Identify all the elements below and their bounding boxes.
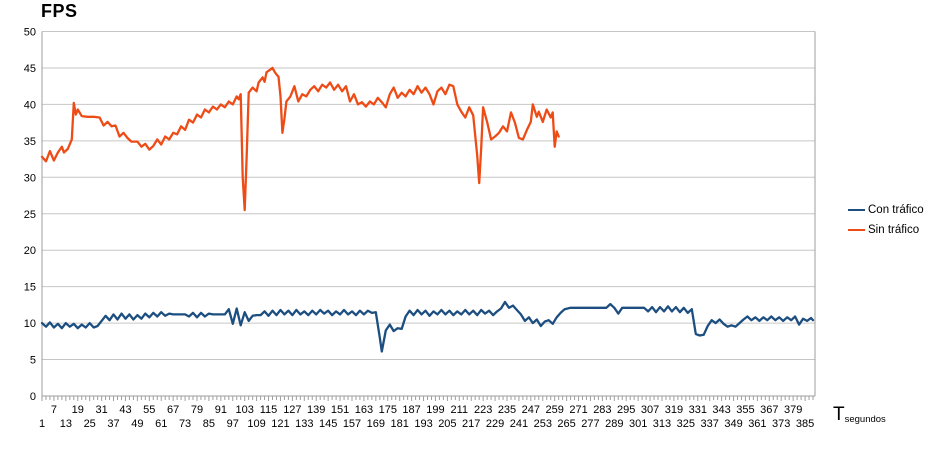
x-tick-label: 241 [510, 418, 528, 430]
x-tick-label: 43 [119, 404, 131, 416]
x-tick-label: 7 [51, 404, 57, 416]
x-tick-label: 73 [179, 418, 191, 430]
x-tick-label: 337 [701, 418, 719, 430]
x-tick-label: 79 [191, 404, 203, 416]
legend-line-sin-trafico-icon [848, 229, 865, 231]
x-tick-label: 217 [462, 418, 480, 430]
legend-line-con-trafico-icon [848, 209, 865, 211]
x-tick-label: 325 [677, 418, 695, 430]
series-line-sin-trafico [40, 66, 560, 212]
x-tick-label: 205 [438, 418, 456, 430]
y-tick-label: 10 [24, 318, 36, 330]
x-tick-label: 163 [355, 404, 373, 416]
x-tick-label: 49 [131, 418, 143, 430]
x-tick-label: 121 [271, 418, 289, 430]
x-tick-label: 169 [367, 418, 385, 430]
x-tick-label: 373 [772, 418, 790, 430]
y-tick-label: 25 [24, 209, 36, 221]
x-tick-label: 133 [295, 418, 313, 430]
x-tick-label: 25 [84, 418, 96, 430]
x-tick-label: 175 [379, 404, 397, 416]
y-tick-label: 15 [24, 282, 36, 294]
x-tick-label: 331 [689, 404, 707, 416]
x-tick-label: 319 [665, 404, 683, 416]
x-tick-label: 307 [641, 404, 659, 416]
y-tick-label: 35 [24, 136, 36, 148]
y-tick-label: 30 [24, 172, 36, 184]
x-tick-label: 277 [581, 418, 599, 430]
x-tick-label: 55 [143, 404, 155, 416]
x-tick-label: 109 [247, 418, 265, 430]
x-tick-label: 385 [796, 418, 814, 430]
x-tick-label: 343 [712, 404, 730, 416]
x-tick-label: 139 [307, 404, 325, 416]
x-tick-label: 289 [605, 418, 623, 430]
y-tick-label: 50 [24, 27, 36, 39]
x-tick-label: 67 [167, 404, 179, 416]
x-tick-label: 259 [546, 404, 564, 416]
x-tick-label: 349 [724, 418, 742, 430]
x-tick-label: 379 [784, 404, 802, 416]
x-tick-label: 127 [283, 404, 301, 416]
x-axis-title-sub: segundos [844, 414, 886, 425]
x-tick-label: 223 [474, 404, 492, 416]
y-tick-label: 45 [24, 63, 36, 75]
x-tick-label: 301 [629, 418, 647, 430]
x-tick-label: 283 [593, 404, 611, 416]
x-tick-label: 271 [569, 404, 587, 416]
x-axis-title: Tsegundos [833, 404, 886, 426]
x-tick-label: 145 [319, 418, 337, 430]
x-tick-label: 235 [498, 404, 516, 416]
x-tick-label: 367 [760, 404, 778, 416]
y-tick-label: 0 [30, 391, 36, 403]
y-tick-label: 5 [30, 355, 36, 367]
legend-label: Sin tráfico [868, 224, 920, 236]
legend-item-con-trafico: Con tráfico [848, 200, 924, 220]
x-tick-label: 355 [736, 404, 754, 416]
y-tick-label: 40 [24, 99, 36, 111]
x-tick-label: 187 [402, 404, 420, 416]
x-tick-label: 181 [391, 418, 409, 430]
chart-title: FPS [41, 1, 78, 21]
x-tick-label: 211 [451, 404, 469, 416]
x-tick-label: 115 [260, 404, 278, 416]
x-tick-label: 265 [557, 418, 575, 430]
x-tick-label: 97 [227, 418, 239, 430]
y-tick-label: 20 [24, 245, 36, 257]
x-tick-label: 19 [72, 404, 84, 416]
legend-item-sin-trafico: Sin tráfico [848, 220, 924, 240]
x-tick-label: 253 [534, 418, 552, 430]
x-tick-label: 85 [203, 418, 215, 430]
x-tick-label: 13 [60, 418, 72, 430]
x-tick-label: 31 [95, 404, 107, 416]
x-tick-label: 229 [486, 418, 504, 430]
legend: Con tráfico Sin tráfico [848, 200, 924, 240]
x-tick-label: 193 [414, 418, 432, 430]
x-axis-title-main: T [833, 404, 845, 425]
x-tick-label: 61 [155, 418, 167, 430]
x-tick-label: 199 [426, 404, 444, 416]
x-tick-label: 295 [617, 404, 635, 416]
x-tick-label: 247 [522, 404, 540, 416]
x-tick-label: 37 [107, 418, 119, 430]
x-tick-label: 91 [215, 404, 227, 416]
x-tick-label: 157 [343, 418, 361, 430]
x-tick-label: 103 [236, 404, 254, 416]
x-tick-label: 1 [39, 418, 45, 430]
x-tick-label: 361 [748, 418, 766, 430]
x-tick-label: 151 [331, 404, 349, 416]
legend-label: Con tráfico [868, 204, 924, 216]
series-line-con-trafico [40, 300, 815, 353]
x-tick-label: 313 [653, 418, 671, 430]
